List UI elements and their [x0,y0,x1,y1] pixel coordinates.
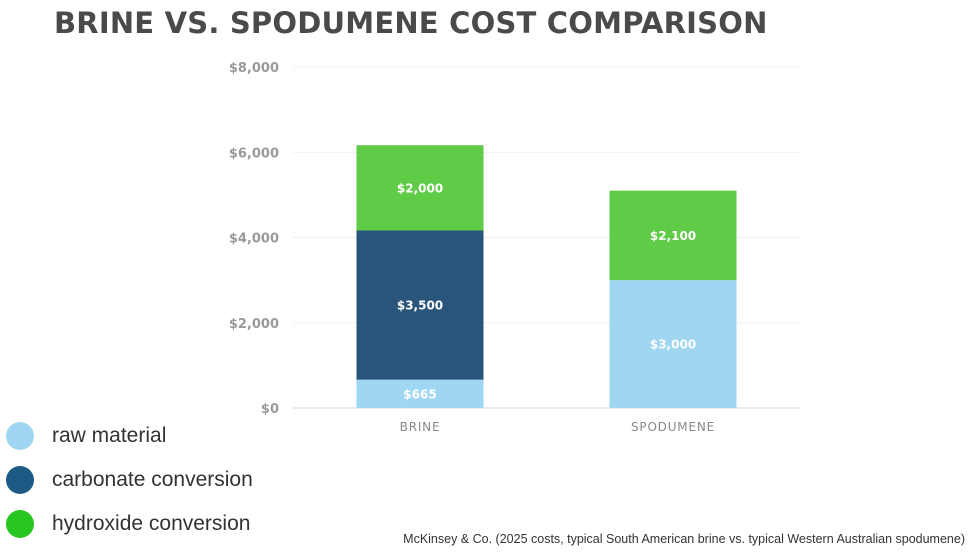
bar-segment-brine-hydroxide-conversion [356,145,484,231]
data-label: $665 [403,387,436,401]
bar-segment-brine-carbonate-conversion [356,230,484,380]
y-tick-label: $8,000 [229,61,279,76]
legend-swatch-raw-material [6,422,34,450]
data-label: $3,500 [397,299,443,313]
legend: raw material carbonate conversion hydrox… [6,414,253,546]
x-tick-label: SPODUMENE [631,420,715,434]
legend-label: raw material [52,424,167,447]
legend-swatch-hydroxide-conversion [6,510,34,538]
legend-label: hydroxide conversion [52,512,251,535]
data-label: $2,000 [397,181,443,195]
data-label: $2,100 [650,229,696,243]
y-tick-label: $0 [261,402,279,417]
legend-item-hydroxide-conversion: hydroxide conversion [6,502,253,546]
legend-swatch-carbonate-conversion [6,466,34,494]
bar-segment-spodumene-hydroxide-conversion [609,190,737,281]
source-note: McKinsey & Co. (2025 costs, typical Sout… [403,532,965,546]
chart-title: BRINE VS. SPODUMENE COST COMPARISON [54,6,768,40]
legend-label: carbonate conversion [52,468,253,491]
y-tick-label: $6,000 [229,146,279,161]
data-label: $3,000 [650,338,696,352]
legend-item-raw-material: raw material [6,414,253,458]
x-tick-label: BRINE [400,420,441,434]
legend-item-carbonate-conversion: carbonate conversion [6,458,253,502]
bar-segment-brine-raw-material [356,379,484,408]
bar-segment-spodumene-raw-material [609,280,737,408]
y-tick-label: $2,000 [229,317,279,332]
y-tick-label: $4,000 [229,232,279,247]
